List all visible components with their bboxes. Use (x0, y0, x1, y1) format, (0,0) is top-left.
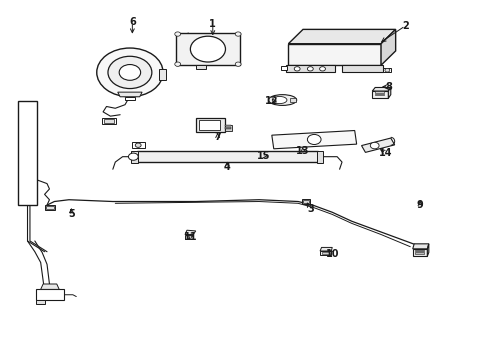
Bar (414, 252, 423, 253)
Circle shape (186, 235, 191, 238)
Polygon shape (288, 44, 380, 65)
Bar (321, 252, 329, 254)
Polygon shape (341, 65, 383, 72)
Bar (225, 125, 231, 126)
Circle shape (369, 142, 378, 149)
Text: 1: 1 (209, 19, 216, 29)
Circle shape (235, 32, 241, 36)
Polygon shape (265, 152, 271, 157)
Polygon shape (18, 101, 37, 205)
Bar (374, 91, 383, 93)
Circle shape (174, 32, 180, 36)
Bar (303, 201, 308, 203)
Circle shape (135, 143, 141, 147)
Polygon shape (132, 142, 144, 148)
Polygon shape (361, 138, 394, 152)
Polygon shape (36, 300, 44, 304)
Polygon shape (131, 150, 138, 163)
Bar (104, 120, 114, 123)
Bar (289, 98, 295, 102)
Polygon shape (383, 68, 390, 72)
Polygon shape (371, 91, 387, 98)
Polygon shape (224, 126, 232, 131)
Polygon shape (118, 92, 142, 97)
Text: 5: 5 (68, 209, 75, 219)
Bar (44, 205, 55, 211)
Polygon shape (36, 289, 64, 300)
Polygon shape (288, 30, 395, 44)
Polygon shape (320, 247, 331, 251)
Text: 6: 6 (129, 17, 136, 27)
Text: 12: 12 (264, 96, 278, 106)
Circle shape (384, 68, 389, 72)
Polygon shape (380, 30, 395, 65)
Polygon shape (371, 87, 390, 91)
Polygon shape (281, 66, 287, 69)
Text: 11: 11 (184, 232, 197, 242)
Circle shape (174, 62, 180, 66)
Text: 8: 8 (384, 82, 391, 92)
Text: 2: 2 (401, 21, 408, 31)
Circle shape (319, 67, 325, 71)
Circle shape (307, 134, 321, 144)
Bar (195, 64, 206, 69)
Polygon shape (137, 151, 317, 162)
Ellipse shape (268, 95, 296, 105)
Text: 7: 7 (214, 132, 221, 142)
Polygon shape (271, 131, 356, 149)
Bar (225, 127, 231, 128)
Circle shape (294, 67, 300, 71)
Bar (195, 118, 224, 132)
Polygon shape (412, 244, 428, 249)
Polygon shape (176, 33, 239, 65)
Bar (301, 199, 310, 204)
Circle shape (119, 64, 141, 80)
Polygon shape (320, 251, 330, 255)
Polygon shape (125, 97, 135, 100)
Bar (260, 153, 263, 156)
Bar (46, 206, 54, 210)
Polygon shape (387, 87, 390, 98)
Circle shape (108, 56, 152, 89)
Text: 4: 4 (224, 162, 230, 172)
Bar (374, 94, 383, 95)
Circle shape (235, 62, 241, 66)
Text: 3: 3 (306, 204, 313, 214)
Text: 9: 9 (416, 200, 423, 210)
Polygon shape (259, 152, 264, 157)
Circle shape (128, 153, 138, 160)
Polygon shape (184, 230, 195, 234)
Polygon shape (285, 65, 334, 72)
Bar (267, 153, 270, 156)
Polygon shape (427, 244, 428, 256)
Circle shape (307, 67, 313, 71)
Bar (225, 129, 231, 130)
Bar (414, 249, 423, 251)
Text: 10: 10 (325, 248, 338, 258)
Bar (198, 121, 220, 130)
Polygon shape (184, 234, 193, 239)
Circle shape (190, 36, 225, 62)
Text: 14: 14 (378, 148, 392, 158)
Polygon shape (316, 150, 323, 163)
Ellipse shape (272, 96, 286, 104)
Bar (102, 118, 116, 125)
Polygon shape (159, 69, 166, 80)
Circle shape (97, 48, 163, 97)
Polygon shape (41, 284, 59, 289)
Polygon shape (412, 249, 427, 256)
Text: 13: 13 (296, 146, 309, 156)
Text: 15: 15 (257, 150, 270, 161)
